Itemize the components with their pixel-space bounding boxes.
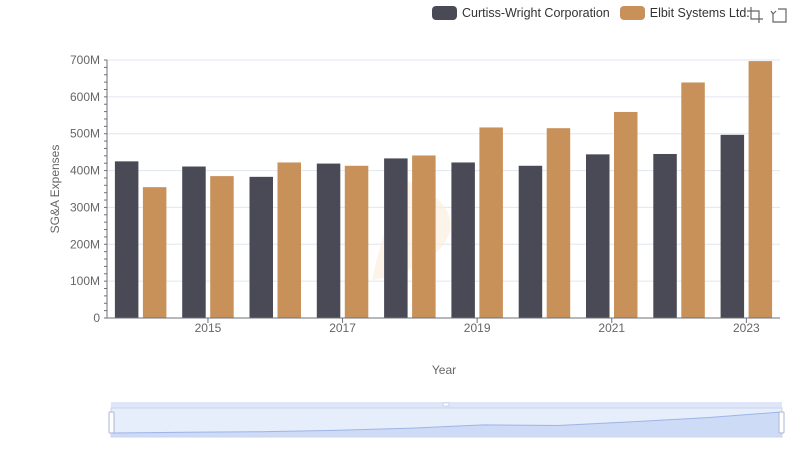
legend-item-curtiss-wright[interactable]: Curtiss-Wright Corporation (432, 6, 610, 20)
x-tick-label: 2015 (195, 321, 222, 335)
zoom-handle-left[interactable] (108, 411, 115, 434)
bar (114, 161, 139, 318)
watermark (372, 175, 451, 280)
bar (586, 154, 610, 318)
zoom-drag-grip (442, 402, 450, 407)
grid-lines (107, 59, 780, 282)
bar (249, 176, 273, 318)
data-zoom-slider[interactable] (108, 402, 785, 438)
x-axis-title: Year (432, 363, 456, 377)
bar (384, 158, 408, 318)
bar (681, 82, 705, 319)
toolbox (746, 6, 788, 24)
bar (748, 61, 773, 318)
restore-icon[interactable] (770, 6, 788, 24)
y-tick-label: 500M (70, 127, 100, 141)
bar (479, 127, 503, 318)
data-zoom-icon[interactable] (746, 6, 764, 24)
bar (316, 163, 341, 318)
legend-label-curtiss-wright: Curtiss-Wright Corporation (462, 6, 610, 20)
bar (210, 176, 234, 318)
y-tick-label: 400M (70, 164, 100, 178)
bars (114, 61, 773, 319)
bar (451, 162, 475, 318)
y-tick-label: 100M (70, 274, 100, 288)
legend-label-elbit: Elbit Systems Ltd. (649, 6, 750, 20)
bar (720, 134, 745, 318)
legend-swatch-elbit (619, 6, 645, 20)
y-tick-label: 0 (93, 311, 100, 325)
zoom-area (111, 412, 782, 437)
y-tick-label: 300M (70, 200, 100, 214)
zoom-line (110, 411, 783, 434)
x-axis: 2015 2017 2019 2021 2023 (107, 317, 780, 335)
y-axis: 0 100M 200M 300M 400M 500M 600M 700M (70, 53, 108, 325)
bar (653, 153, 677, 318)
bar (412, 155, 436, 318)
y-tick-label: 700M (70, 53, 100, 67)
x-tick-label: 2023 (733, 321, 760, 335)
zoom-handle-right[interactable] (778, 411, 785, 434)
legend-item-elbit[interactable]: Elbit Systems Ltd. (619, 6, 750, 20)
bar (344, 165, 369, 318)
y-tick-label: 200M (70, 237, 100, 251)
x-tick-label: 2019 (464, 321, 491, 335)
bar (546, 128, 571, 318)
bar (182, 166, 206, 318)
legend: Curtiss-Wright Corporation Elbit Systems… (432, 4, 760, 22)
x-tick-label: 2021 (598, 321, 625, 335)
y-axis-title: SG&A Expenses (48, 145, 62, 234)
legend-swatch-curtiss-wright (432, 6, 457, 20)
watermark-shape (372, 175, 451, 280)
bar (142, 187, 167, 318)
x-tick-label: 2017 (329, 321, 356, 335)
y-tick-label: 600M (70, 90, 100, 104)
bar (518, 165, 543, 318)
bar (277, 162, 301, 318)
bar (614, 111, 638, 319)
